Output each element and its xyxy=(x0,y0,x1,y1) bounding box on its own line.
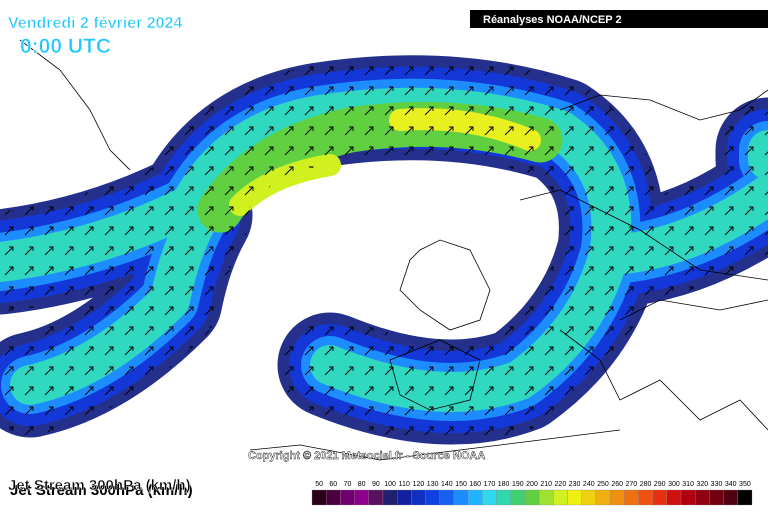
legend-swatch xyxy=(524,489,540,506)
date: Vendredi 2 février 2024 xyxy=(8,15,182,32)
legend-label: 80 xyxy=(358,481,366,488)
legend-label: 300 xyxy=(668,481,680,488)
copyright: Copyright © 2021 Meteociel.fr - Source N… xyxy=(248,450,485,462)
legend-label: 260 xyxy=(611,481,623,488)
legend-swatch xyxy=(652,489,667,506)
legend-swatch xyxy=(510,489,526,506)
legend-label: 100 xyxy=(384,481,396,488)
legend-swatch xyxy=(467,489,483,506)
legend-label: 160 xyxy=(469,481,481,488)
legend-swatch xyxy=(340,489,355,506)
legend-swatch xyxy=(624,489,639,506)
legend-label: 120 xyxy=(413,481,425,488)
legend-label: 50 xyxy=(315,481,323,488)
legend-swatch xyxy=(553,489,568,506)
legend-label: 230 xyxy=(569,481,581,488)
legend-label: 200 xyxy=(526,481,538,488)
legend-label: 110 xyxy=(399,481,410,488)
time: 0:00 UTC xyxy=(20,35,111,58)
legend-label: 240 xyxy=(583,481,595,488)
legend-swatch xyxy=(609,489,625,506)
legend-swatch xyxy=(581,489,597,506)
legend-label: 290 xyxy=(654,481,666,488)
coastlines xyxy=(19,39,768,461)
legend-label: 250 xyxy=(597,481,609,488)
legend-label: 210 xyxy=(540,481,552,488)
source-box xyxy=(470,10,768,28)
legend-swatch xyxy=(354,489,369,506)
legend-swatch xyxy=(695,489,710,506)
legend-label: 140 xyxy=(441,481,453,488)
legend-label: 350 xyxy=(739,481,751,488)
legend-label: 220 xyxy=(555,481,567,488)
colorbar: 50 60 70 80 90 100 110 120 130 140 150 160 170 180 190… xyxy=(311,481,753,506)
legend-swatch xyxy=(638,489,653,506)
legend-swatch xyxy=(311,489,327,506)
legend-label: 90 xyxy=(372,481,380,488)
jet-stream xyxy=(0,108,768,392)
legend-swatch xyxy=(326,489,341,506)
legend-label: 320 xyxy=(696,481,708,488)
legend-label: 270 xyxy=(626,481,638,488)
legend-swatch xyxy=(453,489,469,506)
legend-swatch xyxy=(382,489,398,506)
legend-swatch xyxy=(567,489,582,506)
legend-swatch xyxy=(737,489,753,506)
legend-label: 130 xyxy=(427,481,439,488)
legend-swatch xyxy=(411,489,426,506)
legend-swatch xyxy=(439,489,455,506)
legend-label: 180 xyxy=(498,481,510,488)
legend-label: 330 xyxy=(711,481,723,488)
legend-label: 280 xyxy=(640,481,652,488)
legend-label: 150 xyxy=(455,481,467,488)
legend-label: 310 xyxy=(682,481,694,488)
legend-swatch xyxy=(397,489,412,506)
legend-swatch xyxy=(680,489,696,506)
legend-label: 190 xyxy=(512,481,524,488)
map-title: Jet Stream 300hPa (km/h) xyxy=(8,477,191,494)
source: Réanalyses NOAA/NCEP 2 xyxy=(483,14,622,26)
legend-label: 170 xyxy=(484,481,496,488)
legend-swatch xyxy=(595,489,611,506)
map-title-shadow: Jet Stream 300hPa (km/h) xyxy=(10,482,193,499)
legend-label: 70 xyxy=(344,481,352,488)
legend-swatch xyxy=(368,489,384,506)
legend-swatch xyxy=(482,489,497,506)
legend-swatch xyxy=(709,489,724,506)
legend-swatch xyxy=(538,489,554,506)
legend-swatch xyxy=(425,489,440,506)
legend-swatch xyxy=(496,489,511,506)
legend-label: 340 xyxy=(725,481,737,488)
legend-swatch xyxy=(666,489,682,506)
legend-label: 60 xyxy=(329,481,337,488)
legend-swatch xyxy=(723,489,738,506)
title-block: Vendredi 2 février 2024 0:00 UTC Réanaly… xyxy=(8,10,768,58)
